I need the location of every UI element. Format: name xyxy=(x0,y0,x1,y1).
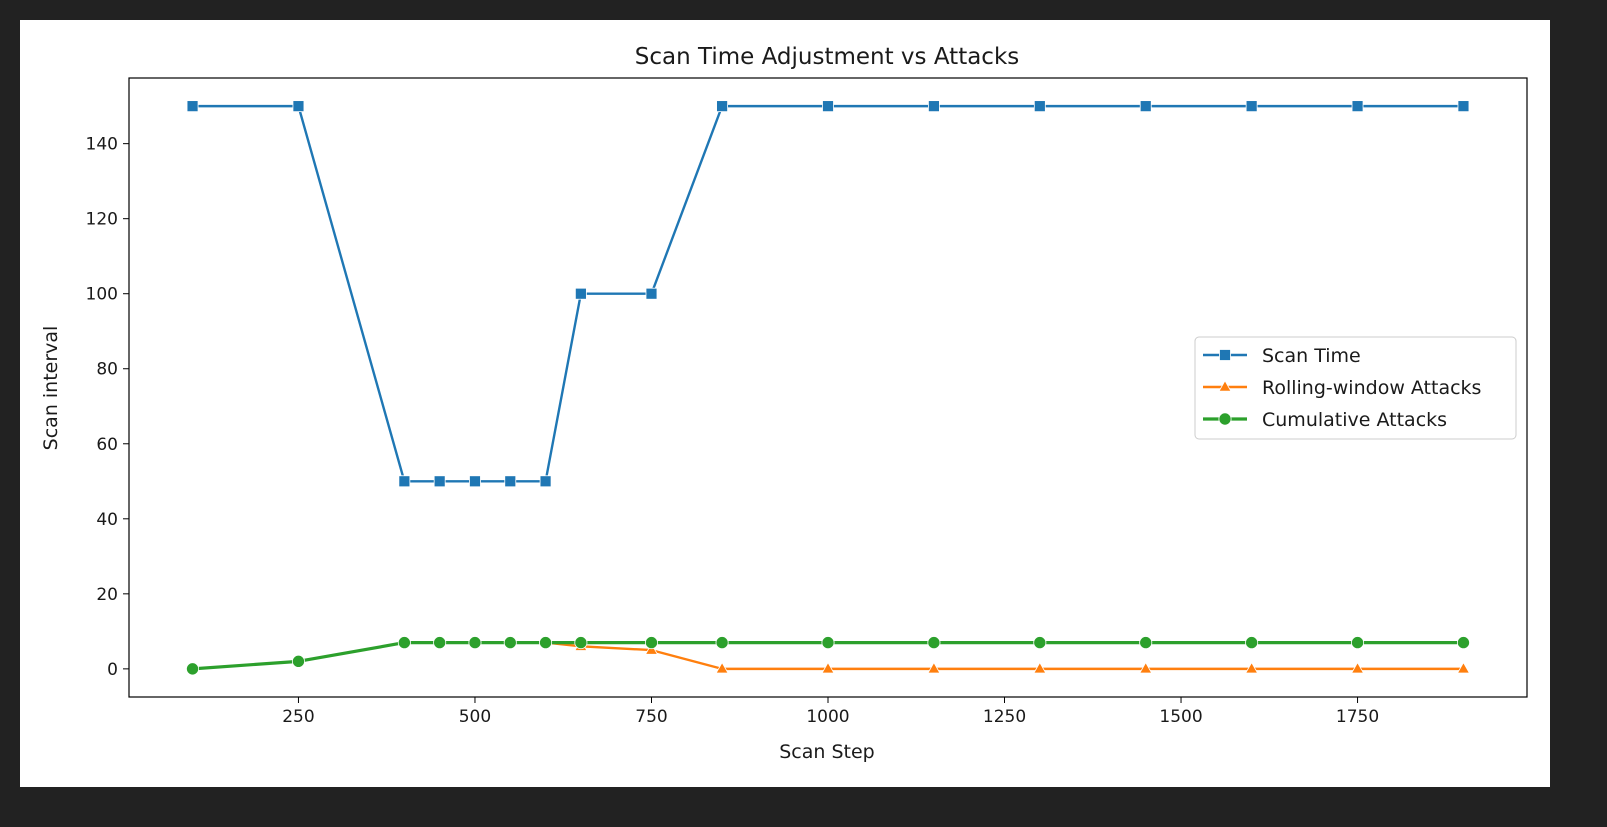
data-point xyxy=(291,654,305,668)
chart-figure: Scan Time Adjustment vs Attacks 250 500 75… xyxy=(20,20,1550,787)
data-point xyxy=(715,661,729,674)
data-point xyxy=(821,636,835,650)
data-point xyxy=(1139,636,1153,650)
data-point xyxy=(1139,661,1153,674)
data-point xyxy=(1351,636,1365,650)
data-point xyxy=(469,475,481,488)
legend-box xyxy=(1194,336,1517,440)
y-tick-label: 140 xyxy=(86,135,118,155)
chart-title: Scan Time Adjustment vs Attacks xyxy=(635,44,1020,70)
data-point xyxy=(1033,100,1046,113)
data-point xyxy=(715,636,729,650)
data-point xyxy=(433,636,447,650)
data-point xyxy=(433,475,446,488)
y-tick-label: 80 xyxy=(96,360,118,380)
data-point xyxy=(1456,636,1470,650)
data-point xyxy=(186,662,200,676)
series-cumulative-attacks xyxy=(186,636,1470,676)
x-tick-label: 1500 xyxy=(1159,707,1202,727)
series-scan-time xyxy=(186,100,1470,488)
data-point xyxy=(644,636,658,650)
data-point xyxy=(292,100,305,113)
legend-label: Scan Time xyxy=(1262,345,1361,367)
data-point xyxy=(645,287,658,300)
x-tick-label: 1250 xyxy=(983,707,1026,727)
data-point xyxy=(1457,100,1470,113)
legend-label: Cumulative Attacks xyxy=(1262,409,1447,431)
data-point xyxy=(539,475,552,488)
legend-label: Rolling-window Attacks xyxy=(1262,377,1481,399)
data-point xyxy=(468,636,482,650)
y-tick-label: 120 xyxy=(86,210,118,230)
x-axis-label: Scan Step xyxy=(779,741,875,763)
data-point xyxy=(1351,100,1364,113)
y-tick-label: 20 xyxy=(96,585,118,605)
data-point xyxy=(504,475,517,488)
data-point xyxy=(503,636,517,650)
data-point xyxy=(186,100,199,113)
data-point xyxy=(927,636,941,650)
data-point xyxy=(539,636,553,650)
data-point xyxy=(574,287,587,300)
legend-swatch-marker xyxy=(1218,380,1232,392)
line-chart: Scan Time Adjustment vs Attacks 250 500 75… xyxy=(40,44,1528,763)
data-point xyxy=(821,661,835,674)
data-point xyxy=(398,475,411,488)
data-point xyxy=(928,100,940,113)
data-point xyxy=(927,661,941,674)
x-tick-label: 250 xyxy=(282,707,314,727)
x-axis: 250 500 750 1000 1250 1500 1750 xyxy=(282,697,1379,727)
series-layer xyxy=(185,100,1471,676)
data-point xyxy=(1139,100,1152,113)
data-point xyxy=(574,636,588,650)
data-point xyxy=(1245,100,1258,113)
y-tick-label: 40 xyxy=(96,510,118,530)
data-point xyxy=(1245,636,1259,650)
x-tick-label: 500 xyxy=(459,707,491,727)
legend: Scan Time Rolling-window Attacks Cumulativ… xyxy=(1194,336,1517,440)
data-point xyxy=(822,100,834,113)
data-point xyxy=(644,643,659,655)
data-point xyxy=(1350,661,1365,674)
data-point xyxy=(1456,661,1471,674)
x-tick-label: 1000 xyxy=(806,707,849,727)
data-point xyxy=(1033,661,1047,674)
y-axis: 0 20 40 60 80 100 120 140 xyxy=(86,135,129,680)
y-tick-label: 60 xyxy=(96,435,118,455)
legend-swatch-marker xyxy=(1219,349,1231,361)
legend-swatch-marker xyxy=(1218,412,1232,426)
y-axis-label: Scan interval xyxy=(40,326,62,451)
x-tick-label: 750 xyxy=(635,707,667,727)
x-tick-label: 1750 xyxy=(1336,707,1379,727)
data-point xyxy=(1245,661,1259,674)
data-point xyxy=(716,100,728,113)
data-point xyxy=(397,636,411,650)
y-tick-label: 0 xyxy=(107,660,118,680)
data-point xyxy=(1033,636,1047,650)
y-tick-label: 100 xyxy=(86,285,118,305)
